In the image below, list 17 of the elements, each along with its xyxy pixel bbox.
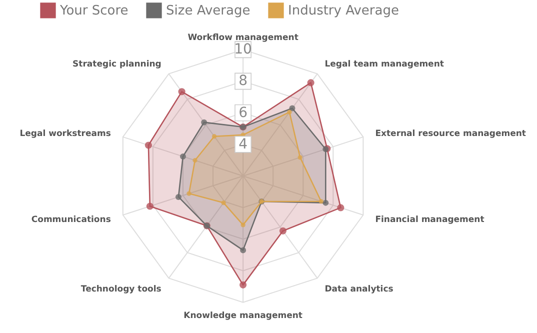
- y-tick-label: 10: [234, 42, 252, 58]
- spoke-label: Knowledge management: [184, 310, 302, 321]
- spoke-label: Legal team management: [324, 60, 444, 70]
- spoke-label: External resource management: [375, 129, 526, 140]
- spoke-label: Strategic planning: [72, 60, 162, 70]
- spoke-label: Workflow management: [188, 33, 298, 44]
- spoke-label: Legal workstreams: [20, 129, 111, 140]
- legend-label: Industry Average: [288, 3, 399, 18]
- legend-label: Size Average: [166, 3, 250, 18]
- spoke-label: Technology tools: [80, 284, 162, 294]
- spoke-label: Data analytics: [324, 284, 394, 294]
- y-tick-label: 8: [238, 73, 248, 90]
- legend-label: Your Score: [59, 3, 128, 18]
- y-tick-label: 4: [238, 136, 248, 152]
- spoke-label: Communications: [31, 214, 111, 225]
- spoke-label: Financial management: [375, 214, 484, 225]
- y-tick-label: 6: [238, 104, 248, 121]
